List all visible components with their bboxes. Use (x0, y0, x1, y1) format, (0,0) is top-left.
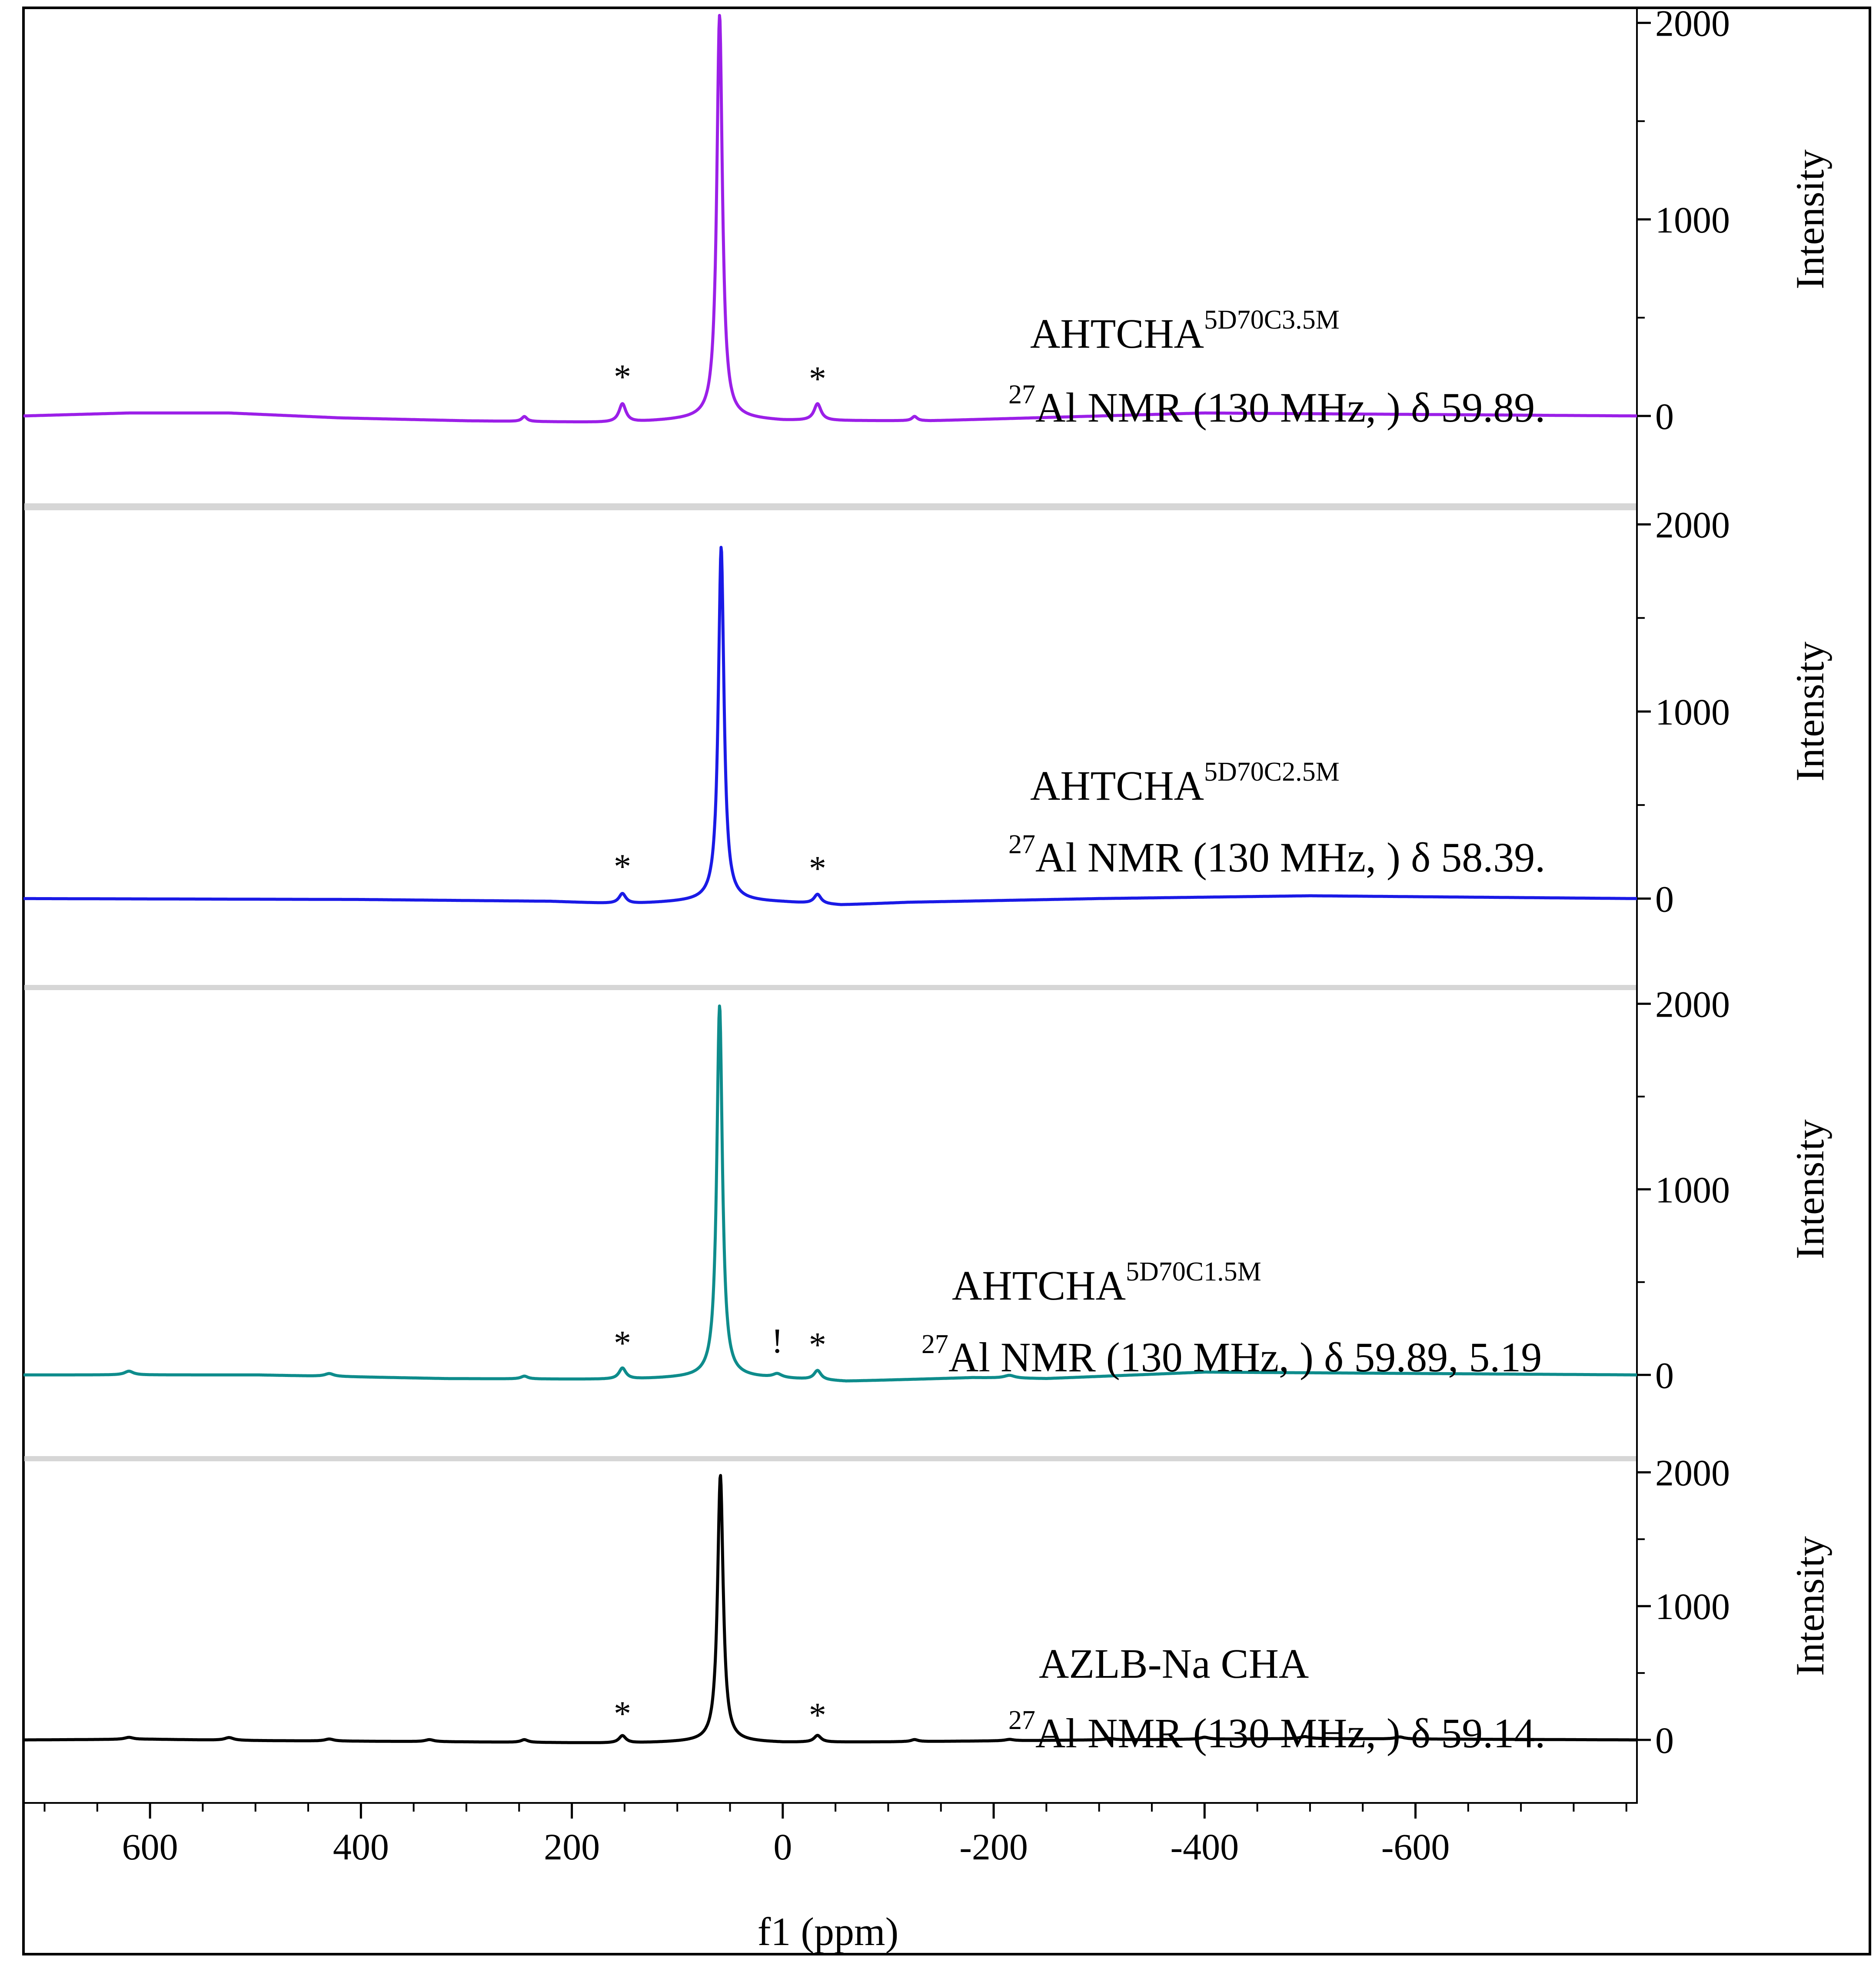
x-axis: 600 400 200 0 -200 -400 -600 (43, 1803, 1627, 1868)
asterisk-marker: * (809, 1696, 826, 1734)
spectrum-line-3 (22, 1004, 1638, 1383)
sample-name-superscript: 5D70C1.5M (1126, 1257, 1261, 1287)
y-tick-label: 2000 (1655, 3, 1730, 44)
panel-separator-2 (24, 985, 1636, 990)
sample-name-text: AZLB-Na CHA (1039, 1640, 1309, 1687)
y-axis-title: Intensity (1788, 1536, 1832, 1676)
exclamation-marker: ! (772, 1322, 783, 1360)
y-tick-label: 0 (1655, 1719, 1674, 1761)
nucleus-mass-superscript: 27 (921, 1330, 948, 1359)
y-tick-label: 0 (1655, 396, 1674, 437)
x-tick-label: 200 (544, 1826, 600, 1868)
y-axis-title: Intensity (1788, 150, 1832, 289)
nucleus-mass-superscript: 27 (1008, 380, 1035, 409)
sample-name-text: AHTCHA (1030, 762, 1204, 809)
sample-name: AHTCHA5D70C3.5M (1030, 305, 1340, 357)
sample-name: AHTCHA5D70C1.5M (952, 1257, 1261, 1309)
x-tick-label: -600 (1381, 1826, 1450, 1868)
asterisk-marker: * (614, 1695, 631, 1733)
x-axis-title: f1 (ppm) (758, 1909, 898, 1954)
plot-area-frame (23, 7, 1638, 1804)
spectrum-line-4 (22, 1474, 1638, 1744)
y-axis-title: Intensity (1788, 1119, 1832, 1259)
spectrum-line-1 (22, 14, 1638, 423)
y-tick-label: 0 (1655, 1354, 1674, 1396)
y-tick-label: 2000 (1655, 504, 1730, 546)
y-tick-label: 2000 (1655, 983, 1730, 1025)
sample-name-superscript: 5D70C3.5M (1204, 305, 1340, 335)
asterisk-marker: * (809, 360, 826, 398)
x-tick-label: 0 (773, 1826, 792, 1868)
x-tick-label: 600 (122, 1826, 178, 1868)
asterisk-marker: * (614, 848, 631, 886)
spectrum-panel-2: 0 1000 2000 Intensity * * AHTCHA5D70C2.5M 27Al … (22, 504, 1832, 920)
spectrum-line-2 (22, 545, 1638, 906)
sample-name-text: AHTCHA (1030, 310, 1204, 357)
sample-name: AZLB-Na CHA (1039, 1640, 1309, 1687)
nmr-description-text: Al NMR (130 MHz, ) δ 59.89, 5.19 (948, 1334, 1542, 1380)
asterisk-marker: * (614, 1324, 631, 1362)
asterisk-marker: * (809, 1326, 826, 1364)
nucleus-mass-superscript: 27 (1008, 1706, 1035, 1735)
y-tick-label: 1000 (1655, 199, 1730, 241)
y-tick-label: 1000 (1655, 691, 1730, 733)
panel-separator-3 (24, 1456, 1636, 1461)
nmr-description: 27Al NMR (130 MHz, ) δ 59.14. (1008, 1706, 1545, 1756)
spectrum-panel-1: 0 1000 2000 Intensity * * AHTCHA5D70C3.5M 27Al … (22, 3, 1832, 437)
nmr-description-text: Al NMR (130 MHz, ) δ 59.14. (1035, 1710, 1545, 1756)
nmr-description: 27Al NMR (130 MHz, ) δ 58.39. (1008, 830, 1545, 881)
panel-separator-1 (24, 503, 1636, 510)
nmr-description: 27Al NMR (130 MHz, ) δ 59.89. (1008, 380, 1545, 431)
x-tick-label: 400 (333, 1826, 389, 1868)
y-tick-label: 2000 (1655, 1452, 1730, 1493)
y-tick-label: 1000 (1655, 1169, 1730, 1210)
nucleus-mass-superscript: 27 (1008, 830, 1035, 859)
y-tick-label: 0 (1655, 878, 1674, 920)
x-tick-label: -200 (959, 1826, 1028, 1868)
asterisk-marker: * (809, 849, 826, 888)
sample-name: AHTCHA5D70C2.5M (1030, 757, 1340, 809)
asterisk-marker: * (614, 358, 631, 396)
x-tick-label: -400 (1170, 1826, 1239, 1868)
y-axis-title: Intensity (1788, 642, 1832, 781)
nmr-description-text: Al NMR (130 MHz, ) δ 58.39. (1035, 834, 1545, 881)
sample-name-text: AHTCHA (952, 1262, 1126, 1309)
sample-name-superscript: 5D70C2.5M (1204, 757, 1340, 787)
nmr-description-text: Al NMR (130 MHz, ) δ 59.89. (1035, 384, 1545, 431)
y-tick-label: 1000 (1655, 1586, 1730, 1627)
nmr-description: 27Al NMR (130 MHz, ) δ 59.89, 5.19 (921, 1330, 1542, 1380)
